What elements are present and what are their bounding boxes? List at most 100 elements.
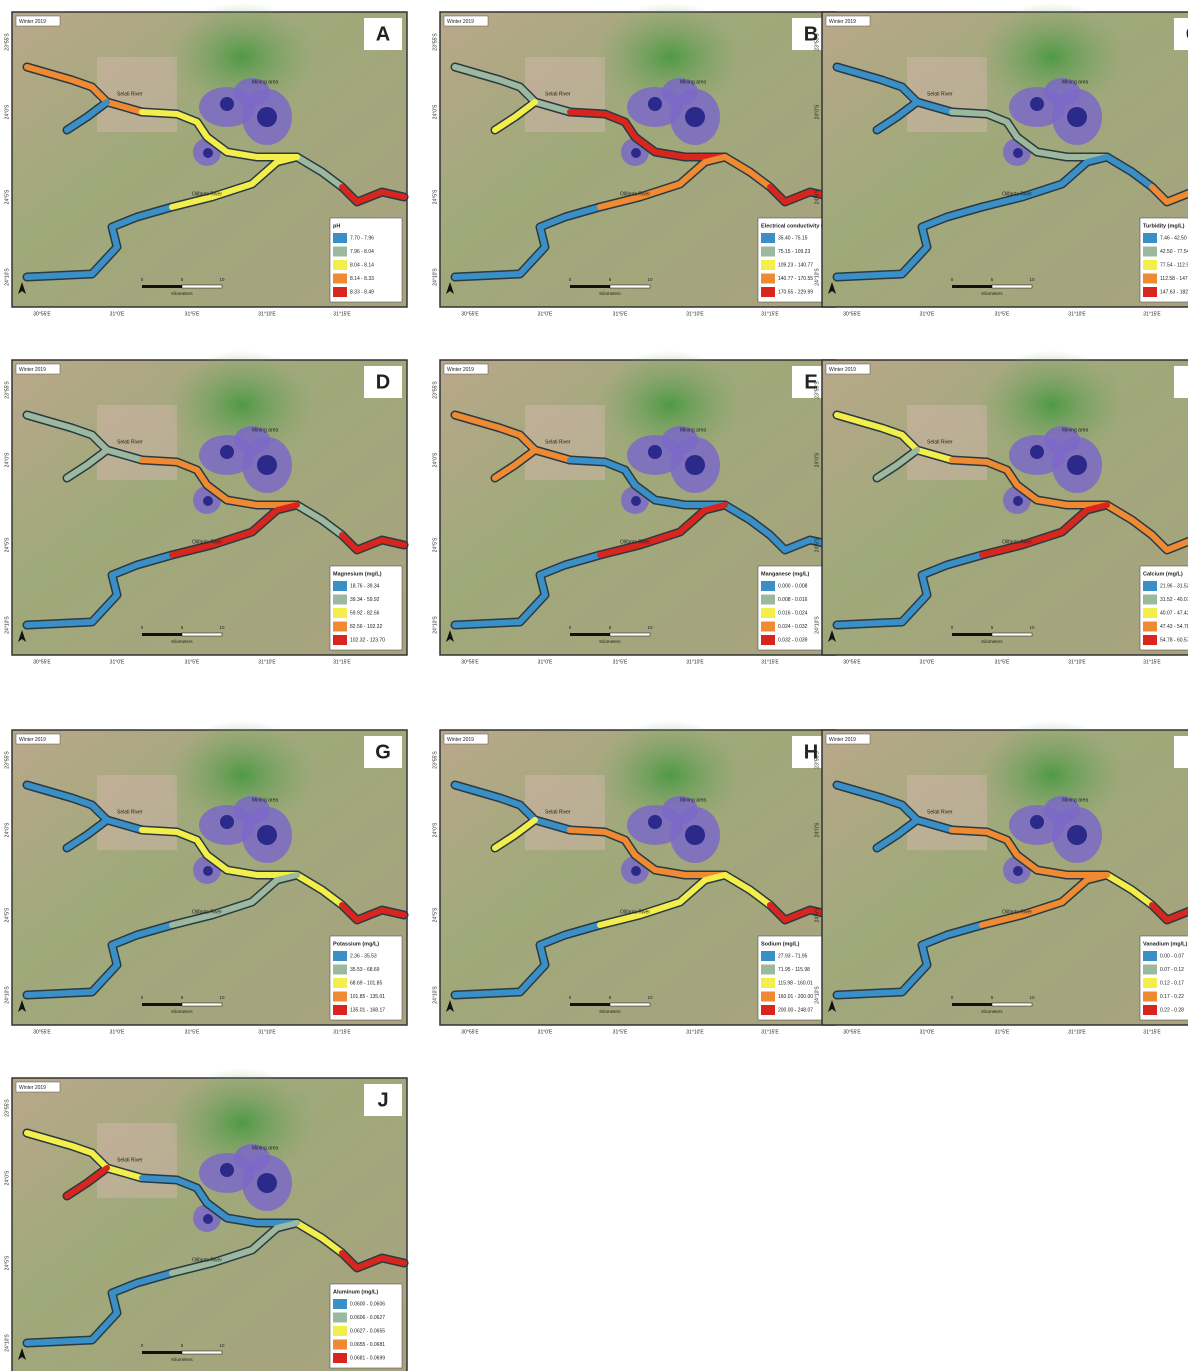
longitude-label: 31°0'E bbox=[538, 659, 553, 665]
season-label: Winter 2019 bbox=[447, 367, 474, 373]
legend: Magnesium (mg/L)18.76 - 39.3439.34 - 59.… bbox=[330, 566, 402, 650]
legend-swatch bbox=[333, 635, 347, 645]
area-label: Mining area bbox=[1062, 79, 1088, 85]
longitude-label: 31°15'E bbox=[761, 659, 779, 665]
pit bbox=[203, 148, 213, 158]
latitude-label: 23°55'S bbox=[432, 33, 438, 51]
scale-label: 10 bbox=[219, 277, 225, 282]
legend-label: 0.0606 - 0.0627 bbox=[350, 1315, 385, 1321]
legend-swatch bbox=[333, 260, 347, 270]
legend-label: 42.50 - 77.54 bbox=[1160, 249, 1188, 255]
longitude-label: 31°0'E bbox=[920, 659, 935, 665]
legend-title: Manganese (mg/L) bbox=[761, 571, 809, 577]
scale-unit: Kilometers bbox=[599, 291, 621, 296]
pit bbox=[685, 825, 705, 845]
season-label: Winter 2019 bbox=[447, 19, 474, 25]
scale-unit: Kilometers bbox=[599, 639, 621, 644]
latitude-label: 23°55'S bbox=[814, 381, 820, 399]
longitude-label: 31°0'E bbox=[110, 659, 125, 665]
pit bbox=[220, 1163, 234, 1177]
legend-label: 7.70 - 7.96 bbox=[350, 235, 374, 241]
map-panel: Winter 2019Selati RiverOlifants RiverMin… bbox=[432, 720, 835, 1035]
legend-label: 0.00 - 0.07 bbox=[1160, 953, 1184, 959]
latitude-label: 23°55'S bbox=[4, 33, 10, 51]
longitude-label: 31°10'E bbox=[1068, 1029, 1086, 1035]
longitude-label: 31°10'E bbox=[1068, 659, 1086, 665]
legend-label: 8.14 - 8.33 bbox=[350, 276, 374, 282]
longitude-label: 31°15'E bbox=[761, 1029, 779, 1035]
scale-bar bbox=[570, 633, 610, 636]
legend-label: 109.23 - 140.77 bbox=[778, 262, 813, 268]
legend-label: 77.54 - 112.58 bbox=[1160, 262, 1188, 268]
pit bbox=[257, 1173, 277, 1193]
pit bbox=[1030, 815, 1044, 829]
scale-label: 10 bbox=[1029, 625, 1035, 630]
legend-swatch bbox=[761, 1005, 775, 1015]
pit bbox=[1013, 866, 1023, 876]
legend-swatch bbox=[1143, 608, 1157, 618]
river-label: Olifants River bbox=[1002, 191, 1032, 197]
season-label: Winter 2019 bbox=[19, 367, 46, 373]
scale-unit: Kilometers bbox=[981, 639, 1003, 644]
longitude-label: 31°0'E bbox=[110, 311, 125, 317]
legend-label: 0.0600 - 0.0606 bbox=[350, 1301, 385, 1307]
legend: Sodium (mg/L)27.93 - 71.9571.95 - 115.98… bbox=[758, 936, 830, 1020]
legend-label: 18.76 - 39.34 bbox=[350, 583, 380, 589]
legend-swatch bbox=[333, 1326, 347, 1336]
river-label: Selati River bbox=[927, 91, 953, 97]
longitude-label: 31°5'E bbox=[995, 1029, 1010, 1035]
legend-swatch bbox=[333, 233, 347, 243]
river-label: Olifants River bbox=[192, 191, 222, 197]
legend-label: 75.15 - 109.23 bbox=[778, 249, 810, 255]
pit bbox=[203, 866, 213, 876]
legend-label: 135.01 - 168.17 bbox=[350, 1007, 385, 1013]
pit bbox=[1013, 496, 1023, 506]
legend-label: 0.12 - 0.17 bbox=[1160, 980, 1184, 986]
legend: Vanadium (mg/L)0.00 - 0.070.07 - 0.120.1… bbox=[1140, 936, 1188, 1020]
legend-label: 102.32 - 123.70 bbox=[350, 637, 385, 643]
legend-swatch bbox=[333, 951, 347, 961]
legend-swatch bbox=[761, 622, 775, 632]
legend-swatch bbox=[333, 1353, 347, 1363]
legend-swatch bbox=[761, 233, 775, 243]
river-label: Selati River bbox=[927, 809, 953, 815]
longitude-label: 31°5'E bbox=[185, 1029, 200, 1035]
legend-swatch bbox=[333, 274, 347, 284]
legend-label: 101.85 - 135.01 bbox=[350, 994, 385, 1000]
legend-title: Potassium (mg/L) bbox=[333, 941, 379, 947]
map-panel: Winter 2019Selati RiverOlifants RiverMin… bbox=[432, 350, 835, 665]
longitude-label: 31°10'E bbox=[258, 311, 276, 317]
scale-bar bbox=[182, 1351, 222, 1354]
legend-swatch bbox=[333, 992, 347, 1002]
legend-label: 47.43 - 54.78 bbox=[1160, 624, 1188, 630]
river-label: Olifants River bbox=[1002, 539, 1032, 545]
legend-label: 0.0627 - 0.0655 bbox=[350, 1328, 385, 1334]
legend: Calcium (mg/L)21.96 - 31.5231.52 - 40.07… bbox=[1140, 566, 1188, 650]
legend-swatch bbox=[333, 287, 347, 297]
river-label: Selati River bbox=[545, 91, 571, 97]
legend-label: 8.33 - 8.49 bbox=[350, 289, 374, 295]
legend-swatch bbox=[333, 978, 347, 988]
pit bbox=[648, 815, 662, 829]
longitude-label: 30°55'E bbox=[33, 659, 51, 665]
longitude-label: 31°5'E bbox=[613, 659, 628, 665]
latitude-label: 24°10'S bbox=[4, 986, 10, 1004]
season-label: Winter 2019 bbox=[829, 367, 856, 373]
legend-swatch bbox=[761, 287, 775, 297]
legend-title: Turbidity (mg/L) bbox=[1143, 223, 1185, 229]
longitude-label: 31°15'E bbox=[1143, 1029, 1161, 1035]
river-label: Olifants River bbox=[192, 539, 222, 545]
legend: Turbidity (mg/L)7.46 - 42.5042.50 - 77.5… bbox=[1140, 218, 1188, 302]
legend-swatch bbox=[761, 978, 775, 988]
scale-bar bbox=[992, 633, 1032, 636]
pit bbox=[257, 825, 277, 845]
area-label: Mining area bbox=[252, 79, 278, 85]
area-label: Mining area bbox=[680, 79, 706, 85]
season-label: Winter 2019 bbox=[19, 1085, 46, 1091]
latitude-label: 24°5'S bbox=[432, 189, 438, 204]
latitude-label: 24°5'S bbox=[814, 189, 820, 204]
map-panel: Winter 2019Selati RiverOlifants RiverMin… bbox=[814, 720, 1188, 1035]
legend-label: 170.55 - 229.99 bbox=[778, 289, 813, 295]
season-label: Winter 2019 bbox=[829, 19, 856, 25]
